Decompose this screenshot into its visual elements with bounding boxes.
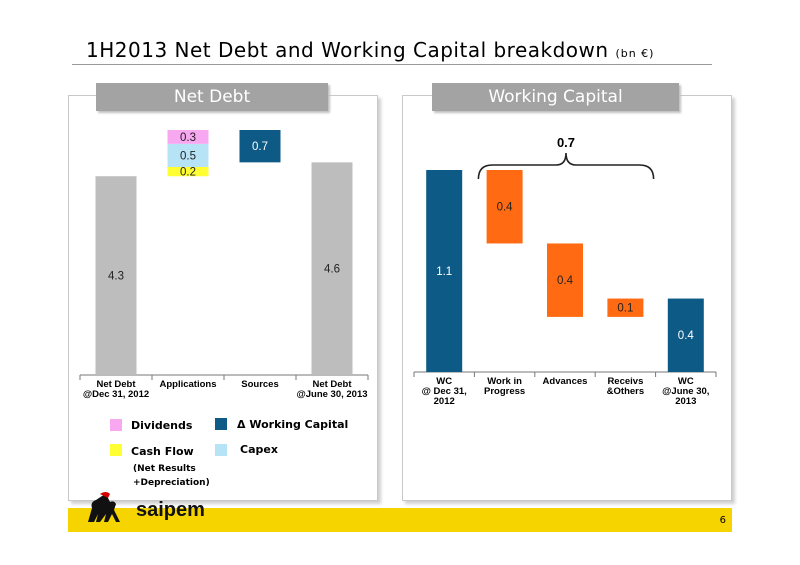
logo-text: saipem xyxy=(136,499,205,521)
category-label: Receivs xyxy=(607,376,643,387)
category-label: Progress xyxy=(484,386,525,397)
category-label: WC xyxy=(436,376,452,387)
category-label: &Others xyxy=(607,386,644,397)
category-label: 2012 xyxy=(434,396,455,407)
data-label: 0.7 xyxy=(252,141,268,153)
category-label: Sources xyxy=(241,379,279,390)
category-label: Applications xyxy=(159,379,216,390)
bar xyxy=(426,170,463,372)
data-label: 1.1 xyxy=(436,266,452,278)
title-main: 1H2013 Net Debt and Working Capital brea… xyxy=(86,38,609,62)
bar xyxy=(667,298,704,372)
bracket xyxy=(477,152,655,180)
data-label: 0.1 xyxy=(617,303,633,315)
slide-title: 1H2013 Net Debt and Working Capital brea… xyxy=(86,38,654,62)
data-label: 0.4 xyxy=(557,275,574,287)
cash-flow-note-line1: (Net Results xyxy=(133,464,196,474)
bar xyxy=(167,166,209,177)
bracket-label: 0.7 xyxy=(557,135,575,150)
data-label: 0.4 xyxy=(497,202,514,214)
page-number: 6 xyxy=(719,515,726,526)
legend-label-delta-wc: Δ Working Capital xyxy=(237,418,349,431)
legend-swatch-cash-flow xyxy=(110,444,122,456)
working-capital-header: Working Capital xyxy=(432,83,679,111)
bar xyxy=(607,298,644,317)
bar xyxy=(311,162,353,375)
six-legged-dog-icon: saipem xyxy=(88,492,205,522)
data-label: 0.3 xyxy=(180,132,196,144)
data-label: 4.3 xyxy=(108,271,124,283)
bar xyxy=(239,130,281,163)
category-label: Work in xyxy=(487,376,522,387)
legend-label-cash-flow: Cash Flow xyxy=(131,445,194,458)
title-unit: (bn €) xyxy=(615,47,655,60)
data-label: 0.5 xyxy=(180,150,196,162)
bar xyxy=(167,143,209,167)
category-label: 2013 xyxy=(675,396,696,407)
footer-bar: 6 xyxy=(68,508,732,532)
data-label: 0.2 xyxy=(180,167,196,179)
data-label: 0.4 xyxy=(678,330,695,342)
bar xyxy=(547,243,583,317)
category-label: Net Debt xyxy=(312,379,352,390)
legend-swatch-dividends xyxy=(110,419,122,431)
bar xyxy=(95,176,137,375)
cash-flow-note-line2: +Depreciation) xyxy=(133,478,210,488)
category-label: @ Dec 31, xyxy=(422,386,467,397)
title-rule xyxy=(72,64,712,65)
legend-label-dividends: Dividends xyxy=(131,419,193,432)
category-label: Advances xyxy=(543,376,588,387)
cash-flow-note: (Net Results +Depreciation) xyxy=(133,462,210,490)
category-label: WC xyxy=(678,376,694,387)
category-label: Net Debt xyxy=(96,379,136,390)
legend-swatch-capex xyxy=(215,444,227,456)
legend-label-capex: Capex xyxy=(240,443,278,456)
data-label: 4.6 xyxy=(324,264,340,276)
legend-swatch-delta-wc xyxy=(215,418,227,430)
bar xyxy=(167,130,209,144)
net-debt-header: Net Debt xyxy=(96,83,328,111)
category-label: @Dec 31, 2012 xyxy=(83,389,149,400)
saipem-logo: saipem xyxy=(80,488,210,532)
category-label: @June 30, 2013 xyxy=(296,389,367,400)
bar xyxy=(486,170,523,244)
category-label: @June 30, xyxy=(662,386,709,397)
